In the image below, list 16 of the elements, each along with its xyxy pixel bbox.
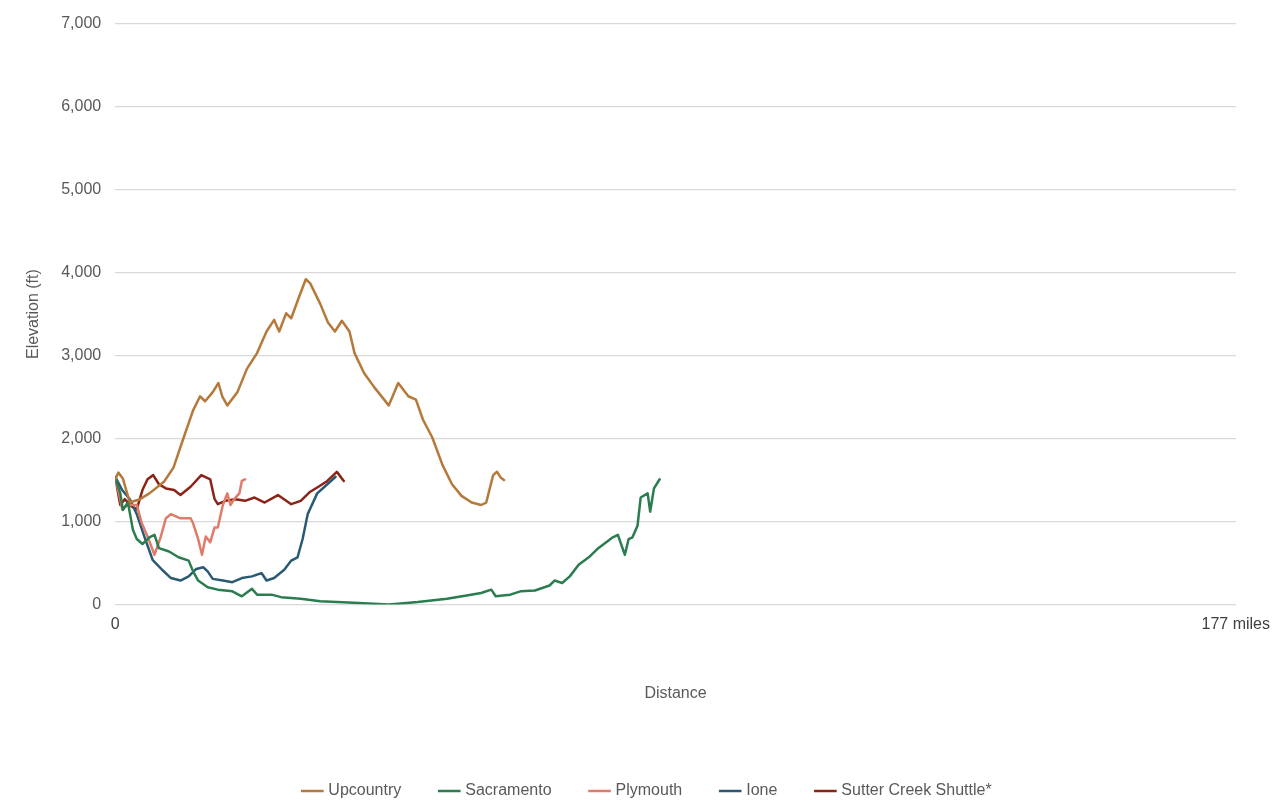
legend-label: Upcountry <box>328 781 402 799</box>
y-tick-label: 2,000 <box>61 429 102 447</box>
y-tick-label: 5,000 <box>61 180 102 198</box>
y-tick-label: 4,000 <box>61 263 102 281</box>
y-axis-title: Elevation (ft) <box>24 269 42 360</box>
x-tick-label: 177 miles <box>1201 614 1270 632</box>
y-tick-label: 6,000 <box>61 97 102 115</box>
y-tick-label: 3,000 <box>61 346 102 364</box>
legend-label: Sacramento <box>465 781 552 799</box>
x-axis-title: Distance <box>644 683 707 701</box>
legend-label: Plymouth <box>615 781 683 799</box>
y-tick-label: 7,000 <box>61 14 102 32</box>
legend-label: Ione <box>746 781 778 799</box>
y-tick-label: 1,000 <box>61 512 102 530</box>
y-tick-label: 0 <box>92 595 102 613</box>
legend-label: Sutter Creek Shuttle* <box>841 781 992 799</box>
